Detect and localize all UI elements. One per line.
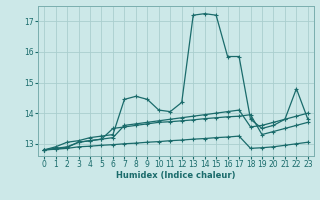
X-axis label: Humidex (Indice chaleur): Humidex (Indice chaleur) [116,171,236,180]
